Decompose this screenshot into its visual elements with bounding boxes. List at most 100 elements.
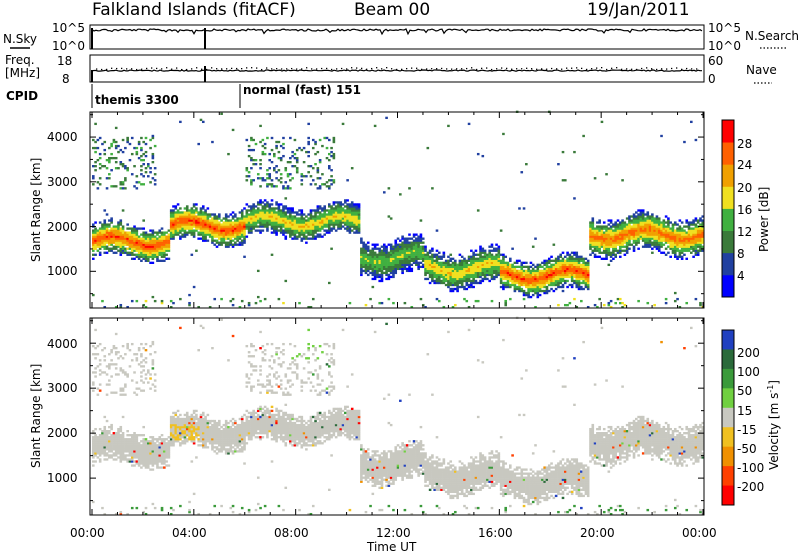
power-cell: [305, 238, 308, 240]
power-cell: [243, 219, 246, 221]
power-cell: [553, 244, 556, 246]
power-cell: [573, 272, 576, 274]
power-cell: [569, 276, 572, 278]
power-cell: [624, 225, 627, 227]
power-cell: [236, 244, 239, 246]
power-cell: [388, 268, 391, 270]
power-cell: [211, 242, 214, 244]
power-cell: [562, 268, 565, 270]
power-cell: [401, 270, 404, 272]
power-cell: [498, 248, 501, 250]
power-cell: [619, 250, 622, 252]
power-cell: [443, 272, 446, 274]
power-cell: [463, 258, 466, 260]
power-cell: [202, 238, 205, 240]
power-cell: [527, 286, 530, 288]
power-cell: [598, 256, 601, 258]
power-cell: [101, 246, 104, 248]
power-cell: [326, 213, 329, 215]
power-cell: [456, 268, 459, 270]
power-cell: [312, 219, 315, 221]
power-cell: [541, 290, 544, 292]
power-cell: [502, 133, 505, 135]
power-cell: [697, 219, 700, 221]
power-cell: [642, 246, 645, 248]
power-cell: [518, 272, 521, 274]
power-cell: [385, 264, 388, 266]
power-cell: [204, 223, 207, 225]
power-cell: [294, 153, 297, 155]
power-cell: [525, 286, 528, 288]
power-cell: [553, 274, 556, 276]
power-cell: [527, 292, 530, 294]
power-cell: [646, 240, 649, 242]
power-cell: [136, 227, 139, 229]
power-cell: [498, 268, 501, 270]
power-cell: [323, 215, 326, 217]
nave-dot: [401, 69, 402, 70]
power-cell: [381, 274, 384, 276]
power-cell: [479, 280, 482, 282]
power-cell: [486, 260, 489, 262]
power-cell: [99, 177, 102, 179]
power-cell: [131, 240, 134, 242]
velocity-cell: [119, 355, 122, 357]
power-cell: [372, 278, 375, 280]
velocity-cell: [140, 462, 143, 464]
power-cell: [365, 250, 368, 252]
power-cell: [374, 248, 377, 250]
power-cell: [557, 264, 560, 266]
power-cell: [287, 175, 290, 177]
power-cell: [362, 270, 365, 272]
power-cell: [110, 227, 113, 229]
power-cell: [195, 211, 198, 213]
power-cell: [690, 236, 693, 238]
power-cell: [381, 264, 384, 266]
velocity-cell: [129, 349, 132, 351]
power-cell: [619, 242, 622, 244]
power-cell: [264, 203, 267, 205]
power-cell: [264, 221, 267, 223]
power-cell: [692, 238, 695, 240]
power-cell: [394, 242, 397, 244]
velocity-cell: [131, 359, 134, 361]
power-cell: [158, 238, 161, 240]
power-cell: [262, 221, 265, 223]
power-cell: [404, 256, 407, 258]
power-cell: [463, 272, 466, 274]
power-cell: [124, 165, 127, 167]
power-cell: [262, 215, 265, 217]
power-cell: [667, 225, 670, 227]
power-cell: [259, 177, 262, 179]
power-cell: [246, 179, 249, 181]
power-cell: [644, 213, 647, 215]
power-cell: [328, 231, 331, 233]
power-cell: [644, 219, 647, 221]
power-cell: [667, 217, 670, 219]
power-cell: [564, 276, 567, 278]
power-cell: [273, 215, 276, 217]
power-cell: [110, 250, 113, 252]
power-cell: [268, 223, 271, 225]
power-cell: [211, 223, 214, 225]
power-cell: [541, 282, 544, 284]
power-cell: [413, 252, 416, 254]
nave-dot: [466, 68, 467, 69]
power-cell: [449, 290, 452, 292]
velocity-cell: [129, 452, 132, 454]
power-cell: [129, 248, 132, 250]
velocity-cell: [119, 394, 122, 396]
velocity-cell: [117, 373, 120, 375]
power-cell: [193, 219, 196, 221]
power-cell: [310, 223, 313, 225]
power-cell: [241, 219, 244, 221]
power-cell: [344, 223, 347, 225]
power-cell: [278, 141, 281, 143]
power-cell: [262, 177, 265, 179]
power-cell: [683, 225, 686, 227]
power-cell: [358, 225, 361, 227]
power-cell: [488, 258, 491, 260]
power-cell: [296, 229, 299, 231]
power-cell: [564, 266, 567, 268]
power-cell: [259, 231, 262, 233]
